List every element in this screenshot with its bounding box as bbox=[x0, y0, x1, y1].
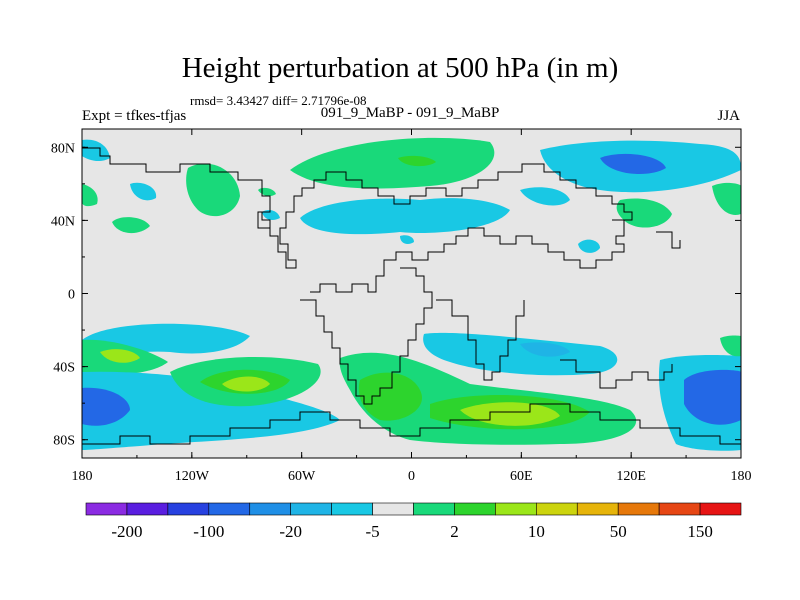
contour-region bbox=[82, 387, 130, 426]
contour-region bbox=[520, 187, 570, 206]
x-tick-label: 60W bbox=[288, 469, 316, 484]
colorbar-swatch bbox=[249, 502, 291, 516]
contour-region bbox=[222, 376, 270, 392]
contour-region bbox=[300, 198, 510, 235]
run-label: 091_9_MaBP - 091_9_MaBP bbox=[320, 105, 500, 121]
contour-region bbox=[112, 217, 150, 234]
x-tick-label: 60E bbox=[510, 469, 533, 484]
x-tick-label: 120W bbox=[175, 469, 210, 484]
contour-region bbox=[100, 349, 140, 363]
contour-region bbox=[520, 342, 570, 357]
contour-region bbox=[130, 182, 157, 201]
colorbar-swatch bbox=[495, 502, 537, 516]
colorbar-swatch bbox=[536, 502, 578, 516]
chart-title: Height perturbation at 500 hPa (in m) bbox=[181, 52, 619, 84]
x-tick-label: 180 bbox=[731, 469, 752, 484]
colorbar-swatch bbox=[372, 502, 414, 516]
contour-region bbox=[186, 163, 240, 217]
contour-region bbox=[398, 155, 436, 167]
colorbar-label: 150 bbox=[687, 522, 713, 541]
y-tick-label: 80S bbox=[53, 434, 75, 449]
stats-label: rmsd= 3.43427 diff= 2.71796e-08 bbox=[190, 93, 367, 108]
colorbar: -200 -100 -20 -5 2 10 50 150 bbox=[85, 502, 742, 541]
colorbar-swatch bbox=[126, 502, 169, 516]
contour-region bbox=[684, 369, 741, 425]
colorbar-label: -5 bbox=[365, 522, 379, 541]
colorbar-swatch bbox=[331, 502, 373, 516]
colorbar-label: -100 bbox=[193, 522, 224, 541]
colorbar-label: 10 bbox=[528, 522, 545, 541]
contour-region bbox=[82, 184, 98, 207]
y-tick-label: 40S bbox=[53, 361, 75, 376]
colorbar-swatch bbox=[576, 502, 619, 516]
colorbar-swatch bbox=[85, 502, 128, 516]
contour-region bbox=[423, 332, 618, 376]
contour-region bbox=[82, 371, 340, 450]
y-tick-label: 80N bbox=[51, 141, 75, 156]
colorbar-swatch bbox=[617, 502, 660, 516]
contour-region bbox=[358, 372, 422, 421]
colorbar-swatch bbox=[167, 502, 210, 516]
contour-region bbox=[290, 137, 495, 189]
colorbar-label: 50 bbox=[610, 522, 627, 541]
x-tick-label: 120E bbox=[616, 469, 646, 484]
axes-layer: 180 120W 60W 0 60E 120E 180 80N 40N 0 40S 80S bbox=[51, 129, 752, 484]
colorbar-label: -200 bbox=[111, 522, 142, 541]
contour-region bbox=[600, 153, 666, 174]
season-label: JJA bbox=[717, 108, 740, 124]
colorbar-swatch bbox=[208, 502, 251, 516]
colorbar-swatch bbox=[454, 502, 496, 516]
colorbar-label: 2 bbox=[450, 522, 459, 541]
contour-region bbox=[712, 182, 741, 215]
colorbar-swatch bbox=[658, 502, 701, 516]
colorbar-swatch bbox=[699, 502, 742, 516]
contour-region bbox=[400, 235, 414, 244]
contour-region bbox=[578, 239, 600, 253]
colorbar-label: -20 bbox=[279, 522, 302, 541]
colorbar-swatch bbox=[413, 502, 455, 516]
contour-region bbox=[720, 335, 741, 357]
y-tick-label: 0 bbox=[68, 288, 75, 303]
experiment-label: Expt = tfkes-tfjas bbox=[82, 108, 187, 124]
x-tick-label: 180 bbox=[72, 469, 93, 484]
coastline-layer bbox=[82, 147, 741, 445]
x-tick-label: 0 bbox=[408, 469, 415, 484]
contour-fill-layer bbox=[82, 137, 741, 451]
colorbar-swatch bbox=[290, 502, 332, 516]
y-tick-label: 40N bbox=[51, 214, 75, 229]
